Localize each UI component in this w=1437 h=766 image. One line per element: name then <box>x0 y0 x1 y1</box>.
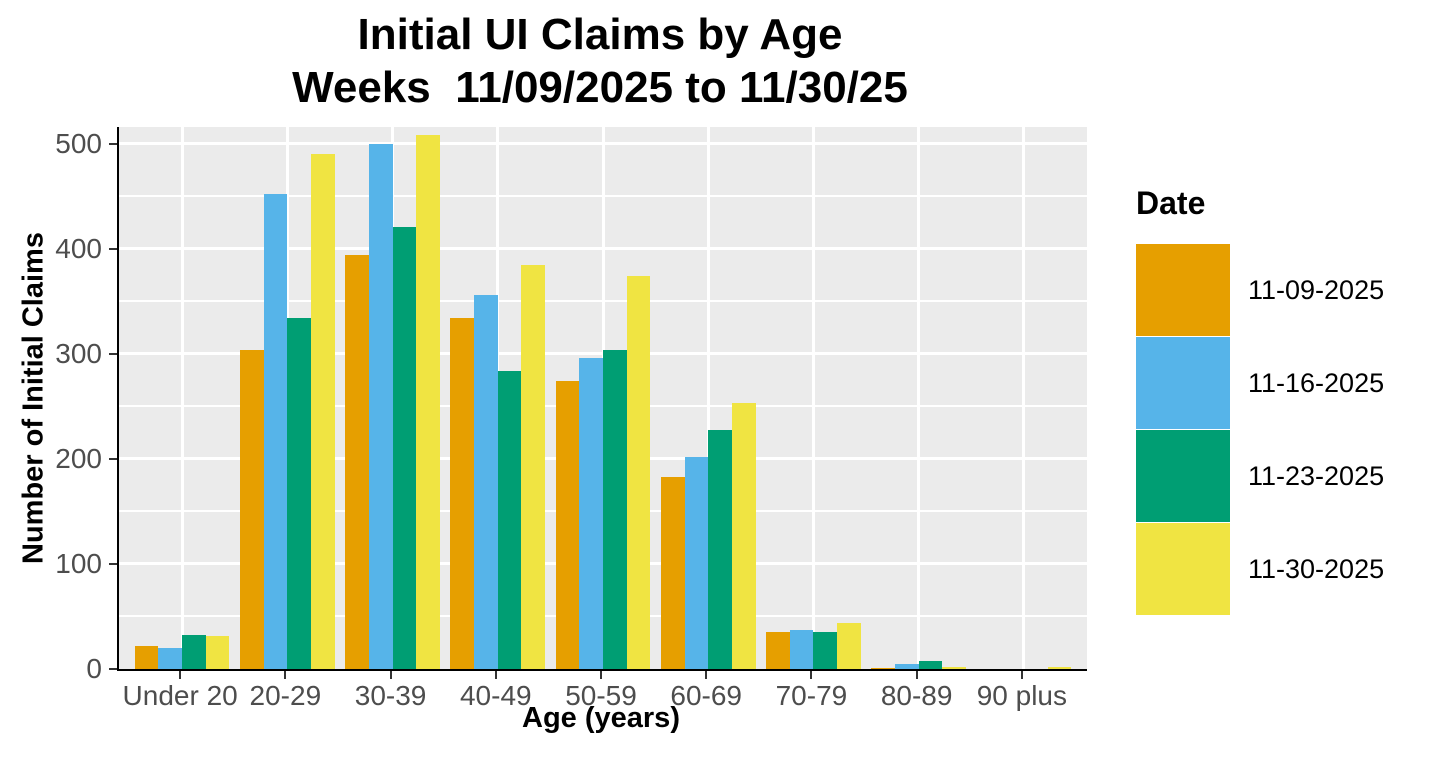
x-tick-mark <box>705 671 708 679</box>
legend-swatch-11-09-2025 <box>1136 244 1230 336</box>
y-tick-mark <box>109 142 117 145</box>
legend-item: 11-30-2025 <box>1136 523 1436 616</box>
chart-title-line2: Weeks 11/09/2025 to 11/30/25 <box>292 63 908 112</box>
x-tick-label: 80-89 <box>880 680 953 711</box>
legend-label: 11-30-2025 <box>1248 554 1385 584</box>
bar-11-09-2025-80-89 <box>871 667 895 669</box>
legend: Date 11-09-2025 11-16-2025 11-23-2025 11-30… <box>1136 185 1436 616</box>
legend-item: 11-16-2025 <box>1136 337 1436 430</box>
x-tick-label: 40-49 <box>459 680 532 711</box>
bar-11-09-2025-30-39 <box>345 255 369 669</box>
x-tick-mark <box>179 671 182 679</box>
legend-title: Date <box>1136 185 1206 221</box>
legend-label: 11-23-2025 <box>1248 461 1385 491</box>
legend-item: 11-23-2025 <box>1136 430 1436 523</box>
legend-label: 11-09-2025 <box>1248 275 1385 305</box>
legend-swatch-11-30-2025 <box>1136 523 1230 615</box>
bar-11-09-2025-70-79 <box>766 632 790 669</box>
gridline-vertical <box>811 127 815 669</box>
bar-11-09-2025-50-59 <box>555 381 580 669</box>
legend-items: 11-09-2025 11-16-2025 11-23-2025 11-30-2025 <box>1136 244 1436 616</box>
bar-11-16-2025-Under 20 <box>158 648 183 669</box>
y-tick-label: 500 <box>55 127 102 159</box>
x-tick-label: Under 20 <box>122 680 238 711</box>
y-tick-label: 0 <box>86 653 102 684</box>
x-tick-label: 20-29 <box>249 680 322 711</box>
x-tick-mark <box>284 671 287 679</box>
bar-11-23-2025-80-89 <box>918 660 943 669</box>
bar-11-23-2025-50-59 <box>603 349 627 669</box>
y-tick-mark <box>109 668 117 670</box>
bar-11-09-2025-60-69 <box>660 476 685 669</box>
y-tick-mark <box>109 562 117 565</box>
bar-11-23-2025-Under 20 <box>182 635 206 669</box>
x-axis-title: Age (years) <box>522 702 680 734</box>
bar-11-16-2025-40-49 <box>474 295 498 669</box>
y-tick-mark <box>109 352 117 355</box>
bar-11-23-2025-60-69 <box>708 429 732 669</box>
bar-11-30-2025-90 plus <box>1047 666 1072 669</box>
bar-11-16-2025-80-89 <box>894 663 919 669</box>
chart-title: Initial UI Claims by Age Weeks 11/09/202… <box>0 8 1200 114</box>
bar-11-09-2025-Under 20 <box>134 645 159 669</box>
bar-11-30-2025-20-29 <box>311 154 335 669</box>
legend-label: 11-16-2025 <box>1248 368 1385 398</box>
gridline-vertical <box>1022 127 1026 669</box>
plot-panel <box>117 127 1087 671</box>
y-tick-mark <box>109 457 117 460</box>
bar-11-09-2025-40-49 <box>450 318 475 669</box>
bar-11-30-2025-50-59 <box>626 276 651 669</box>
legend-swatch-11-16-2025 <box>1136 337 1230 429</box>
chart-title-line1: Initial UI Claims by Age <box>357 10 843 59</box>
bar-11-30-2025-70-79 <box>837 622 861 669</box>
y-tick-label: 200 <box>55 442 102 474</box>
bar-11-16-2025-60-69 <box>684 456 709 669</box>
x-tick-mark <box>810 671 813 679</box>
bar-11-23-2025-70-79 <box>813 632 838 669</box>
bar-11-30-2025-30-39 <box>416 135 440 669</box>
gridline-vertical <box>917 127 921 669</box>
legend-item: 11-09-2025 <box>1136 244 1436 337</box>
y-tick-mark <box>109 247 117 250</box>
gridline-vertical <box>180 127 184 669</box>
bar-11-23-2025-20-29 <box>287 318 312 669</box>
x-tick-mark <box>915 671 918 679</box>
bar-11-30-2025-60-69 <box>731 403 756 669</box>
x-tick-label: 30-39 <box>354 680 427 711</box>
x-tick-label: 50-59 <box>565 680 637 711</box>
y-tick-label: 100 <box>55 547 102 579</box>
x-tick-mark <box>494 671 497 679</box>
x-tick-label: 90 plus <box>976 680 1067 711</box>
bar-11-16-2025-20-29 <box>263 194 288 669</box>
bar-11-16-2025-50-59 <box>579 358 603 669</box>
bar-11-30-2025-80-89 <box>942 666 966 669</box>
x-tick-mark <box>389 671 392 679</box>
bar-11-23-2025-40-49 <box>497 370 522 669</box>
bar-11-16-2025-30-39 <box>368 143 393 669</box>
x-tick-mark <box>600 671 602 679</box>
bar-11-16-2025-70-79 <box>789 630 814 669</box>
bar-11-30-2025-Under 20 <box>205 636 230 669</box>
y-axis-title: Number of Initial Claims <box>17 232 50 564</box>
bar-11-09-2025-20-29 <box>240 349 264 669</box>
y-tick-label: 300 <box>55 337 102 369</box>
legend-swatch-11-23-2025 <box>1136 430 1230 522</box>
bar-11-30-2025-40-49 <box>521 264 546 669</box>
x-tick-label: 60-69 <box>670 680 743 711</box>
y-tick-label: 400 <box>55 232 102 264</box>
gridline-vertical <box>706 127 710 669</box>
x-tick-label: 70-79 <box>775 680 848 711</box>
x-tick-mark <box>1020 671 1023 679</box>
bar-11-23-2025-30-39 <box>392 226 417 669</box>
